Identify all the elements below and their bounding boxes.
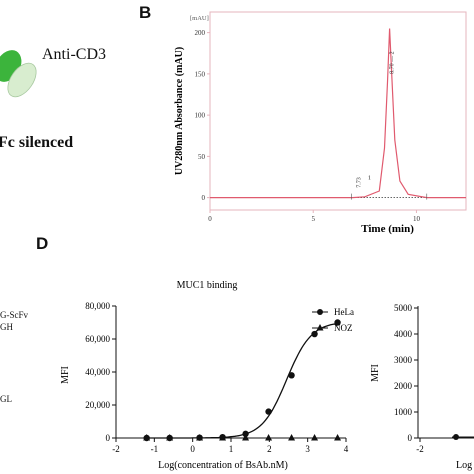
hplc-peak-label-1: 7.73 bbox=[357, 177, 363, 188]
hplc-ytick-label: 100 bbox=[195, 112, 206, 120]
right-ytick-label: 0 bbox=[408, 433, 413, 443]
right-ytick-label: 5000 bbox=[394, 303, 413, 313]
noz-data-point bbox=[334, 434, 342, 441]
hplc-y-axis-label: UV280nm Absorbance (mAU) bbox=[174, 47, 185, 175]
left-label-gh: GH bbox=[0, 322, 13, 332]
muc1-xtick-label: 0 bbox=[190, 444, 195, 454]
legend-hela-label: HeLa bbox=[334, 307, 354, 317]
hplc-ytick-label: 200 bbox=[195, 29, 206, 37]
hplc-xtick-label: 5 bbox=[311, 215, 315, 223]
hplc-chart: [mAU] 0 50 100 150 200 0 5 10 7.73 1 8.70 — 2 UV280n… bbox=[174, 11, 467, 235]
hela-data-point bbox=[288, 372, 295, 379]
noz-data-point bbox=[143, 434, 151, 441]
right-ytick-label: 3000 bbox=[394, 355, 413, 365]
panel-b-letter: B bbox=[139, 3, 152, 22]
fc-silenced-label: Fc silenced bbox=[0, 134, 74, 151]
right-xtick-label: -2 bbox=[416, 444, 424, 454]
noz-data-point bbox=[311, 434, 319, 441]
noz-data-point bbox=[265, 434, 273, 441]
hela-data-point bbox=[242, 430, 249, 438]
muc1-y-axis-label: MFI bbox=[60, 366, 71, 384]
muc1-xtick-label: 3 bbox=[305, 444, 310, 454]
legend-noz-label: NOZ bbox=[334, 323, 353, 333]
muc1-ytick-label: 0 bbox=[106, 433, 111, 443]
anti-cd3-domain-pale bbox=[7, 62, 37, 98]
muc1-ytick-label: 60,000 bbox=[85, 334, 110, 344]
hplc-ytick-label: 50 bbox=[198, 153, 206, 161]
hplc-plot-frame bbox=[209, 11, 467, 211]
muc1-chart-title: MUC1 binding bbox=[177, 280, 238, 291]
hela-data-point bbox=[334, 319, 341, 326]
muc1-binding-chart: MUC1 binding 0 20,000 40,000 60,000 80,000 -2 -… bbox=[60, 280, 354, 471]
legend-hela-marker bbox=[317, 309, 323, 315]
muc1-ytick-label: 80,000 bbox=[85, 301, 110, 311]
left-label-gl: GL bbox=[0, 394, 12, 404]
hplc-peak-label-2: 8.70 — 2 bbox=[390, 51, 396, 74]
right-ytick-label: 2000 bbox=[394, 381, 413, 391]
hplc-trace bbox=[210, 28, 466, 199]
hplc-xtick-label: 0 bbox=[208, 215, 212, 223]
muc1-xtick-label: 1 bbox=[229, 444, 234, 454]
partial-mfi-chart: 0 1000 2000 3000 4000 5000 -2 MFI Log bbox=[370, 303, 474, 471]
panel-d-letter: D bbox=[36, 234, 49, 253]
muc1-xtick-label: -2 bbox=[112, 444, 120, 454]
muc1-xtick-label: 4 bbox=[344, 444, 349, 454]
noz-data-point bbox=[242, 434, 250, 441]
noz-data-point bbox=[166, 434, 174, 441]
hplc-xtick-label: 10 bbox=[413, 215, 421, 223]
muc1-ytick-label: 20,000 bbox=[85, 400, 110, 410]
right-x-axis-label: Log bbox=[456, 460, 472, 471]
muc1-xtick-label: -1 bbox=[151, 444, 159, 454]
legend-noz-marker bbox=[316, 324, 324, 331]
right-ytick-label: 4000 bbox=[394, 329, 413, 339]
noz-data-point bbox=[196, 434, 204, 441]
hplc-peak-number-1: 1 bbox=[368, 174, 371, 181]
hplc-x-axis-label: Time (min) bbox=[361, 223, 414, 235]
muc1-x-axis-label: Log(concentration of BsAb.nM) bbox=[158, 460, 288, 471]
hela-fit-curve bbox=[146, 322, 339, 439]
anti-cd3-label: Anti-CD3 bbox=[42, 46, 106, 63]
hplc-ytick-label: 0 bbox=[202, 194, 206, 202]
antibody-schematic bbox=[0, 50, 37, 98]
hplc-ytick-label: 150 bbox=[195, 70, 206, 78]
muc1-xtick-label: 2 bbox=[267, 444, 272, 454]
hela-data-point bbox=[311, 330, 318, 338]
noz-data-point bbox=[288, 434, 296, 441]
noz-data-point bbox=[219, 434, 227, 441]
right-ytick-label: 1000 bbox=[394, 407, 413, 417]
left-label-gscfv: G-ScFv bbox=[0, 310, 29, 320]
muc1-ytick-label: 40,000 bbox=[85, 367, 110, 377]
right-y-axis-label: MFI bbox=[370, 364, 381, 382]
hplc-unit-label: [mAU] bbox=[190, 15, 209, 22]
hela-data-point bbox=[265, 408, 272, 415]
